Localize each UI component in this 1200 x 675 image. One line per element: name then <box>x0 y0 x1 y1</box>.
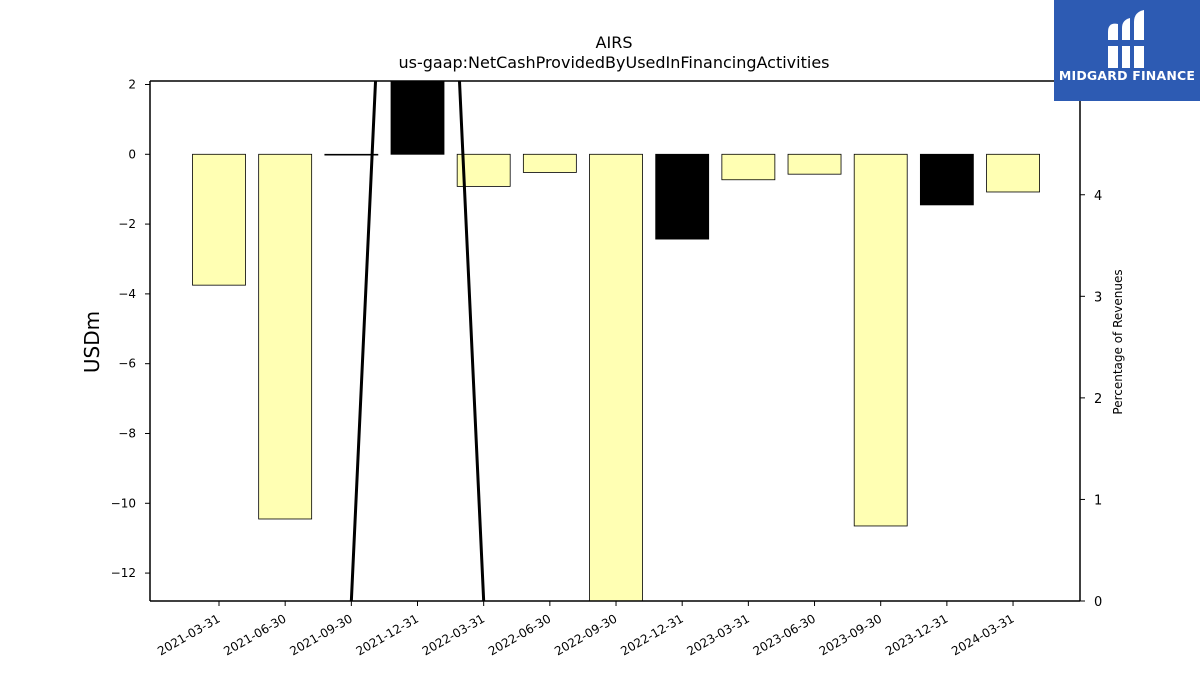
y-tick-label: −8 <box>118 426 136 440</box>
brand-name: MIDGARD FINANCE <box>1058 68 1196 83</box>
y-tick-label: 2 <box>128 77 136 91</box>
x-tick-label: 2021-06-30 <box>221 611 288 658</box>
x-tick-label: 2022-12-31 <box>618 611 685 658</box>
y-tick-label: 0 <box>128 147 136 161</box>
y2-tick-label: 0 <box>1094 595 1102 610</box>
line-group <box>349 81 486 601</box>
bar-2021-06-30 <box>258 153 313 520</box>
y-tick-label: −12 <box>111 566 136 580</box>
x-tick-label: 2023-03-31 <box>684 611 751 658</box>
bar-2021-03-31 <box>192 153 246 286</box>
bar-2022-09-30 <box>589 153 643 602</box>
x-tick-label: 2021-03-31 <box>155 611 222 658</box>
x-tick-label: 2022-09-30 <box>552 611 619 658</box>
midgard-logo-icon <box>1106 10 1148 68</box>
bar-2023-03-31 <box>721 153 776 181</box>
bar-2024-03-31 <box>986 153 1040 193</box>
percentage-line <box>349 81 486 601</box>
bar-2022-12-31 <box>655 153 710 240</box>
brand-logo: MIDGARD FINANCE <box>1054 0 1200 101</box>
y-tick-label: −6 <box>118 357 136 371</box>
bar-group <box>192 80 1040 602</box>
x-tick-label: 2021-12-31 <box>354 611 421 658</box>
bar-2023-06-30 <box>787 153 842 175</box>
chart-title: AIRS <box>596 33 633 52</box>
bar-2022-03-31 <box>456 153 511 187</box>
y2-axis-label: Percentage of Revenues <box>1111 269 1125 414</box>
x-tick-label: 2021-09-30 <box>287 611 354 658</box>
bar-2021-12-31 <box>390 80 445 155</box>
x-tick-label: 2022-03-31 <box>420 611 487 658</box>
y-tick-label: −4 <box>118 287 136 301</box>
x-tick-label: 2023-06-30 <box>751 611 818 658</box>
chart-subtitle: us-gaap:NetCashProvidedByUsedInFinancing… <box>398 53 829 72</box>
y-tick-label: −2 <box>118 217 136 231</box>
bar-2023-12-31 <box>919 153 974 206</box>
x-tick-label: 2024-03-31 <box>949 611 1016 658</box>
y2-tick-label: 1 <box>1094 493 1102 508</box>
x-tick-label: 2023-09-30 <box>817 611 884 658</box>
y-tick-label: −10 <box>111 496 136 510</box>
y2-tick-label: 2 <box>1094 392 1102 407</box>
y2-tick-label: 3 <box>1094 290 1102 305</box>
y-axis-label: USDm <box>80 311 104 373</box>
bar-2022-06-30 <box>522 153 577 173</box>
bar-2023-09-30 <box>853 153 908 527</box>
x-tick-label: 2022-06-30 <box>486 611 553 658</box>
x-tick-label: 2023-12-31 <box>883 611 950 658</box>
bar-2021-09-30 <box>324 153 379 156</box>
y2-tick-label: 4 <box>1094 189 1102 204</box>
